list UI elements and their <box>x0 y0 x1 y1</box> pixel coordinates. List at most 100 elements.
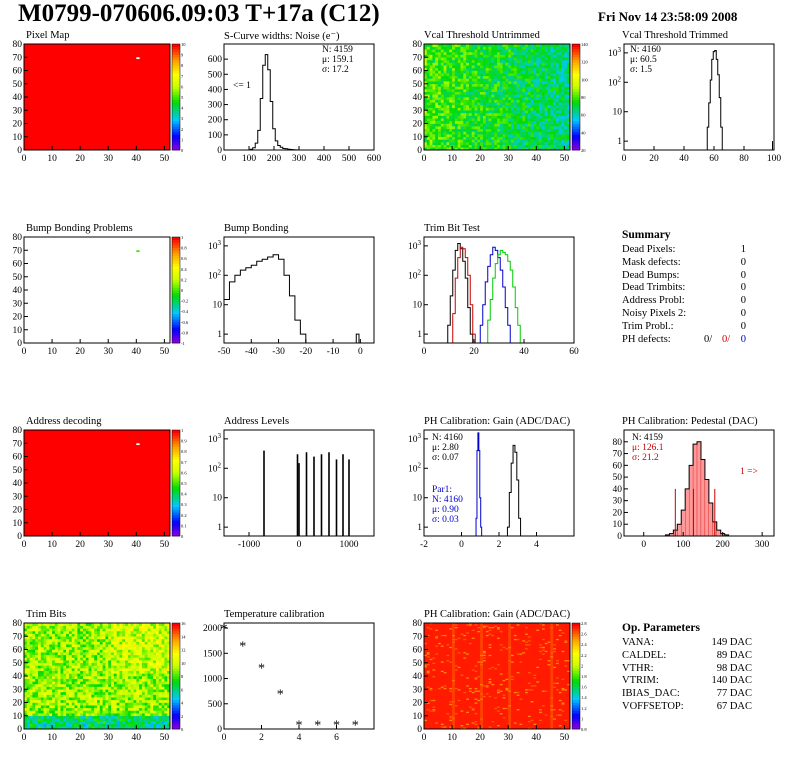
heatmap-cell <box>133 710 137 714</box>
x-tick-label: 0 <box>422 154 427 164</box>
y-tick-label: 70 <box>13 439 23 449</box>
heatmap-cell <box>494 128 498 132</box>
heatmap-cell <box>88 630 92 634</box>
heatmap-cell <box>88 649 92 653</box>
heatmap-cell <box>474 73 478 77</box>
heatmap-cell <box>29 726 33 730</box>
palette-cell <box>172 319 180 323</box>
palette-tick-label: 0 <box>181 534 184 539</box>
heatmap-cell <box>474 102 478 106</box>
heatmap-cell <box>155 625 160 629</box>
heatmap-cell <box>108 633 112 637</box>
heatmap-cell <box>141 694 146 698</box>
heatmap-cell <box>40 718 44 722</box>
heatmap-cell <box>567 70 571 74</box>
heatmap-cell <box>32 652 36 656</box>
heatmap-cell <box>85 670 89 674</box>
heatmap-cell <box>88 705 92 709</box>
heatmap-cell <box>561 59 565 63</box>
heatmap-cell <box>85 646 89 650</box>
heatmap-cell <box>449 70 453 74</box>
heatmap-cell <box>567 73 571 77</box>
heatmap-cell <box>471 123 475 127</box>
heatmap-cell <box>57 689 61 693</box>
heatmap-cell <box>29 638 33 642</box>
heatmap-cell <box>74 641 78 645</box>
heatmap-cell <box>77 676 81 679</box>
heatmap-cell <box>460 89 464 92</box>
heatmap-cell <box>474 134 478 138</box>
heatmap-cell <box>24 657 28 661</box>
heatmap-cell <box>26 625 30 629</box>
heatmap-cell <box>43 726 47 730</box>
heatmap-cell <box>544 59 548 63</box>
heatmap-cell <box>133 681 137 685</box>
heatmap-cell <box>49 691 53 695</box>
heatmap-cell <box>127 630 131 634</box>
heatmap-cell <box>66 726 70 730</box>
heatmap-cell <box>46 654 50 658</box>
heatmap-cell <box>555 115 560 119</box>
heatmap-cell <box>54 657 58 661</box>
y-tick-label: 80 <box>613 438 623 448</box>
heatmap-cell <box>513 634 517 637</box>
heatmap-cell <box>446 78 450 82</box>
heatmap-cell <box>77 633 81 637</box>
heatmap-cell <box>438 142 442 145</box>
heatmap-cell <box>555 104 560 108</box>
heatmap-cell <box>46 705 50 709</box>
heatmap-cell <box>555 78 560 82</box>
heatmap-cell <box>511 49 515 53</box>
heatmap-cell <box>536 110 540 114</box>
heatmap-cell <box>74 678 78 682</box>
heatmap-cell <box>544 147 548 151</box>
heatmap-cell <box>477 118 481 122</box>
heatmap-cell <box>449 94 453 98</box>
heatmap-cell <box>519 128 523 132</box>
heatmap-cell <box>491 54 495 58</box>
heatmap-cell <box>29 646 33 650</box>
heatmap-cell <box>77 646 81 650</box>
heatmap-cell <box>130 670 134 674</box>
heatmap-cell <box>38 710 42 714</box>
heatmap-cell <box>424 118 428 122</box>
heatmap-cell <box>561 54 565 58</box>
y-tick-label: 103 <box>208 239 222 252</box>
heatmap-cell <box>38 662 42 666</box>
heatmap-cell <box>474 698 478 700</box>
heatmap-cell <box>558 70 562 74</box>
heatmap-cell <box>480 49 484 53</box>
heatmap-cell <box>167 633 171 637</box>
heatmap-cell <box>32 694 36 698</box>
heatmap-cell <box>480 89 484 92</box>
heatmap-cell <box>449 134 453 138</box>
heatmap-cell <box>426 118 430 122</box>
heatmap-cell <box>125 699 129 703</box>
heatmap-cell <box>463 59 467 63</box>
heatmap-cell <box>536 97 540 100</box>
heatmap-cell <box>541 59 546 63</box>
heatmap-cell <box>80 644 84 648</box>
heatmap-cell <box>74 681 78 685</box>
heatmap-cell <box>449 126 453 130</box>
heatmap-cell <box>111 623 115 626</box>
heatmap-cell <box>167 705 171 709</box>
heatmap-cell <box>144 721 148 724</box>
heatmap-cell <box>497 57 501 61</box>
heatmap-cell <box>155 686 160 690</box>
heatmap-cell <box>80 689 84 693</box>
heatmap-cell <box>155 644 160 648</box>
heatmap-cell <box>108 718 112 722</box>
y-tick-label: 60 <box>13 67 23 77</box>
heatmap-cell <box>167 649 171 653</box>
heatmap-cell <box>26 668 30 671</box>
heatmap-cell <box>49 707 53 711</box>
y-tick-label: 1000 <box>203 675 222 685</box>
heatmap-cell <box>561 110 565 114</box>
x-tick-label: -40 <box>245 347 258 357</box>
heatmap-cell <box>91 681 95 685</box>
heatmap-cell <box>553 97 557 100</box>
palette-cell <box>172 263 180 267</box>
heatmap-cell <box>519 144 523 148</box>
